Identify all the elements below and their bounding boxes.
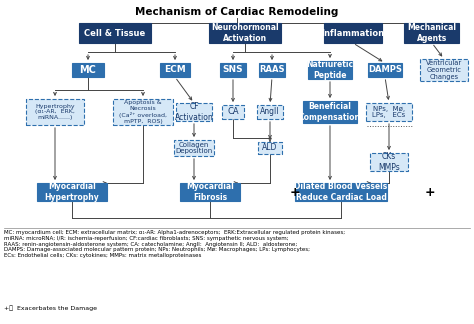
Text: Collagen
Deposition: Collagen Deposition xyxy=(175,142,213,155)
Text: CKs
MMPs: CKs MMPs xyxy=(378,152,400,172)
Text: Cell & Tissue: Cell & Tissue xyxy=(84,29,146,38)
FancyBboxPatch shape xyxy=(176,103,212,121)
FancyBboxPatch shape xyxy=(37,183,107,201)
Text: Neurohormonal
Activation: Neurohormonal Activation xyxy=(211,23,279,43)
FancyBboxPatch shape xyxy=(420,59,468,81)
Text: Hypertrophy
(α₁-AR,  ERK,
miRNA......): Hypertrophy (α₁-AR, ERK, miRNA......) xyxy=(35,104,75,120)
Text: ALD: ALD xyxy=(262,144,278,153)
Text: MC: myocardium cell; ECM: extracellular matrix; α₁-AR: Alpha1-adrenoceptors;  ER: MC: myocardium cell; ECM: extracellular … xyxy=(4,230,345,258)
FancyBboxPatch shape xyxy=(370,153,408,171)
Text: Natriuretic
Peptide: Natriuretic Peptide xyxy=(306,60,354,80)
FancyBboxPatch shape xyxy=(113,99,173,125)
Text: DAMPS: DAMPS xyxy=(368,65,402,75)
FancyBboxPatch shape xyxy=(368,63,402,77)
Text: Myocardial
Hypertrophy: Myocardial Hypertrophy xyxy=(45,182,100,202)
FancyBboxPatch shape xyxy=(222,105,244,119)
FancyBboxPatch shape xyxy=(160,63,190,77)
Text: NPs,  Mø,
LPs,   ECs: NPs, Mø, LPs, ECs xyxy=(373,106,406,119)
Text: ECM: ECM xyxy=(164,65,186,75)
FancyBboxPatch shape xyxy=(26,99,84,125)
Text: +：  Exacerbates the Damage: +： Exacerbates the Damage xyxy=(4,305,97,311)
FancyBboxPatch shape xyxy=(79,23,151,43)
FancyBboxPatch shape xyxy=(259,63,285,77)
Text: Mechanical
Agents: Mechanical Agents xyxy=(408,23,456,43)
Text: RAAS: RAAS xyxy=(259,65,285,75)
Text: CA: CA xyxy=(227,108,239,117)
Text: CF
Activation: CF Activation xyxy=(174,102,213,122)
FancyBboxPatch shape xyxy=(220,63,246,77)
FancyBboxPatch shape xyxy=(404,23,459,43)
FancyBboxPatch shape xyxy=(308,61,352,79)
FancyBboxPatch shape xyxy=(180,183,240,201)
Text: Inflammation: Inflammation xyxy=(321,29,384,38)
FancyBboxPatch shape xyxy=(324,23,382,43)
Text: Beneficial
Compensation: Beneficial Compensation xyxy=(299,102,361,122)
Text: +: + xyxy=(290,186,301,199)
FancyBboxPatch shape xyxy=(295,183,387,201)
Text: Mechanism of Cardiac Remodeling: Mechanism of Cardiac Remodeling xyxy=(135,7,339,17)
FancyBboxPatch shape xyxy=(303,101,357,123)
Text: Apoptosis &
Necrosis
(Ca²⁺ overload,
mPTP,  ROS): Apoptosis & Necrosis (Ca²⁺ overload, mPT… xyxy=(119,100,167,124)
Text: +: + xyxy=(425,186,435,199)
FancyBboxPatch shape xyxy=(72,63,104,77)
Text: MC: MC xyxy=(80,65,96,75)
Text: Ventricular
Geometric
Changes: Ventricular Geometric Changes xyxy=(426,60,462,80)
FancyBboxPatch shape xyxy=(174,140,214,156)
FancyBboxPatch shape xyxy=(257,105,283,119)
FancyBboxPatch shape xyxy=(366,103,412,121)
Text: AngII: AngII xyxy=(260,108,280,117)
FancyBboxPatch shape xyxy=(258,142,282,154)
Text: SNS: SNS xyxy=(223,65,243,75)
Text: Dilated Blood Vessels
Reduce Cardiac Load: Dilated Blood Vessels Reduce Cardiac Loa… xyxy=(294,182,388,202)
Text: Myocardial
Fibrosis: Myocardial Fibrosis xyxy=(186,182,234,202)
FancyBboxPatch shape xyxy=(209,23,281,43)
